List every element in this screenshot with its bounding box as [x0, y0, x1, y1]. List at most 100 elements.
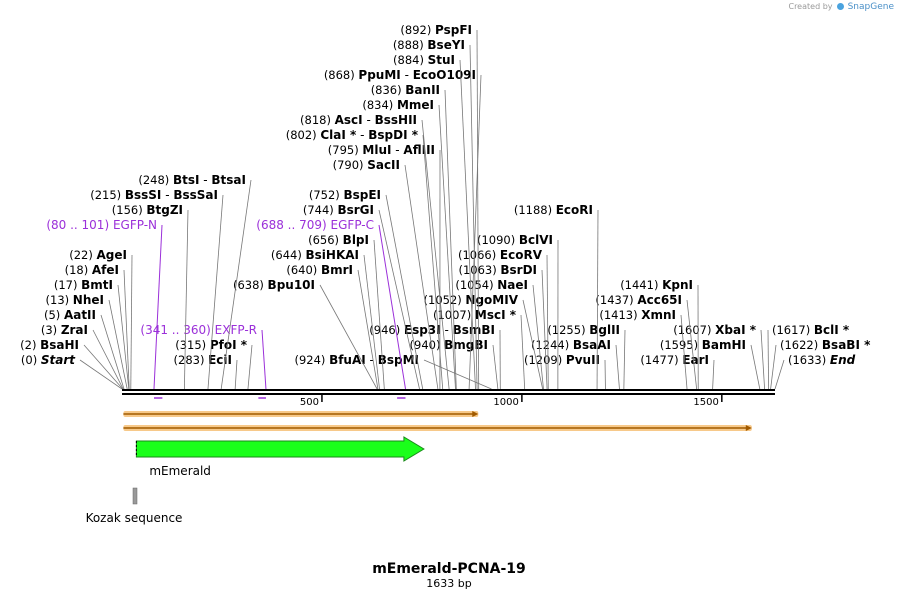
leader-line-11	[220, 179, 252, 390]
enzyme-labels: (0) Start(2) BsaHI(3) ZraI(5) AatII(13) …	[20, 23, 871, 367]
leader-line-51	[767, 329, 770, 390]
site-label-30: (888) BseYI	[393, 38, 465, 52]
site-label-15: (638) Bpu10I	[233, 278, 315, 292]
label-text: (1054) NaeI	[455, 278, 528, 292]
leader-line-20	[378, 209, 420, 390]
label-text: (80 .. 101) EGFP-N	[46, 218, 157, 232]
label-text: (0) Start	[21, 353, 76, 367]
leader-line-30	[469, 44, 478, 390]
label-text: (3) ZraI	[41, 323, 88, 337]
mEmerald-feature-arrow	[135, 436, 425, 462]
label-text: (644) BsiHKAI	[271, 248, 359, 262]
leader-line-9	[183, 209, 189, 390]
brand-name: SnapGene	[847, 2, 894, 12]
site-label-3: (5) AatII	[44, 308, 96, 322]
label-text: (315) PfoI *	[175, 338, 248, 352]
leader-line-52	[770, 344, 777, 390]
map-length: 1633 bp	[426, 577, 471, 590]
site-label-36: (1052) NgoMIV	[424, 293, 519, 307]
label-text: (892) PspFI	[400, 23, 472, 37]
label-text: (818) AscI - BssHII	[300, 113, 417, 127]
leader-line-17	[363, 254, 380, 390]
leader-line-21	[385, 194, 424, 390]
leader-line-18	[373, 239, 385, 390]
leader-line-24	[422, 134, 444, 390]
leader-line-38	[541, 269, 548, 390]
label-text: (22) AgeI	[69, 248, 127, 262]
leader-line-22	[404, 164, 439, 390]
leader-line-2	[92, 329, 124, 390]
leader-line-53	[774, 359, 785, 390]
site-label-39: (1066) EcoRV	[458, 248, 543, 262]
leader-line-45	[680, 314, 688, 390]
label-text: (1622) BsaBI *	[780, 338, 871, 352]
site-label-0: (0) Start	[21, 353, 76, 367]
label-text: (1437) Acc65I	[595, 293, 682, 307]
site-label-50: (1607) XbaI *	[673, 323, 756, 337]
label-text: (1617) BclI *	[772, 323, 850, 337]
leader-line-37	[532, 284, 544, 390]
leader-line-46	[686, 299, 698, 390]
label-text: (17) BmtI	[54, 278, 113, 292]
site-label-5: (17) BmtI	[54, 278, 113, 292]
site-label-34: (946) Esp3I - BsmBI	[369, 323, 495, 337]
leader-line-36	[522, 299, 544, 390]
label-text: (1607) XbaI *	[673, 323, 756, 337]
map-title: mEmerald-PCNA-19	[372, 561, 526, 577]
label-text: (1063) BsrDI	[458, 263, 537, 277]
site-label-49: (1595) BamHI	[660, 338, 746, 352]
site-label-8: (80 .. 101) EGFP-N	[46, 218, 157, 232]
leader-line-25	[421, 119, 450, 390]
leader-line-13	[247, 344, 253, 390]
site-label-46: (1437) Acc65I	[595, 293, 682, 307]
label-text: (1244) BsaAI	[531, 338, 611, 352]
leader-line-19	[378, 224, 407, 390]
label-text: (946) Esp3I - BsmBI	[369, 323, 495, 337]
label-text: (884) StuI	[393, 53, 455, 67]
site-label-47: (1441) KpnI	[620, 278, 693, 292]
label-text: (156) BtgZI	[112, 203, 183, 217]
site-label-6: (18) AfeI	[65, 263, 119, 277]
site-label-17: (644) BsiHKAI	[271, 248, 359, 262]
leader-line-50	[760, 329, 766, 390]
kozak-box	[132, 487, 138, 505]
site-label-2: (3) ZraI	[41, 323, 88, 337]
leader-line-43	[615, 344, 620, 390]
mEmerald-label: mEmerald	[149, 464, 211, 478]
label-text: (1066) EcoRV	[458, 248, 543, 262]
kozak-label: Kozak sequence	[86, 511, 183, 525]
snapgene-credit: Created by SnapGene	[788, 2, 894, 12]
tick-label-0: 500	[300, 397, 319, 408]
leader-line-14	[261, 329, 267, 390]
snapgene-logo-icon	[837, 3, 845, 10]
label-text: (5) AatII	[44, 308, 96, 322]
site-label-22: (790) SacII	[333, 158, 400, 172]
leader-line-16	[357, 269, 379, 390]
leader-line-6	[123, 269, 130, 390]
orf-arrow-0	[472, 411, 479, 417]
label-text: (283) EciI	[174, 353, 232, 367]
orf-arrow-1	[745, 425, 752, 431]
site-label-40: (1090) BclVI	[477, 233, 553, 247]
label-text: (13) NheI	[46, 293, 104, 307]
label-text: (1477) EarI	[640, 353, 709, 367]
sequence-strand-top	[122, 389, 775, 391]
label-text: (638) Bpu10I	[233, 278, 315, 292]
label-text: (656) BlpI	[308, 233, 369, 247]
label-text: (790) SacII	[333, 158, 400, 172]
leader-line-0	[79, 359, 123, 390]
leader-line-35	[520, 314, 526, 390]
label-text: (248) BtsI - BtsaI	[138, 173, 246, 187]
label-text: (1188) EcoRI	[514, 203, 593, 217]
leader-line-7	[130, 254, 133, 390]
leader-line-4	[108, 299, 128, 390]
site-label-29: (884) StuI	[393, 53, 455, 67]
label-text: (795) MluI - AflIII	[328, 143, 435, 157]
leader-line-15	[319, 284, 378, 390]
site-label-14: (341 .. 360) EXFP-R	[140, 323, 257, 337]
leader-line-49	[750, 344, 761, 390]
label-text: (18) AfeI	[65, 263, 119, 277]
tick-label-2: 1500	[693, 397, 718, 408]
site-label-25: (818) AscI - BssHII	[300, 113, 417, 127]
